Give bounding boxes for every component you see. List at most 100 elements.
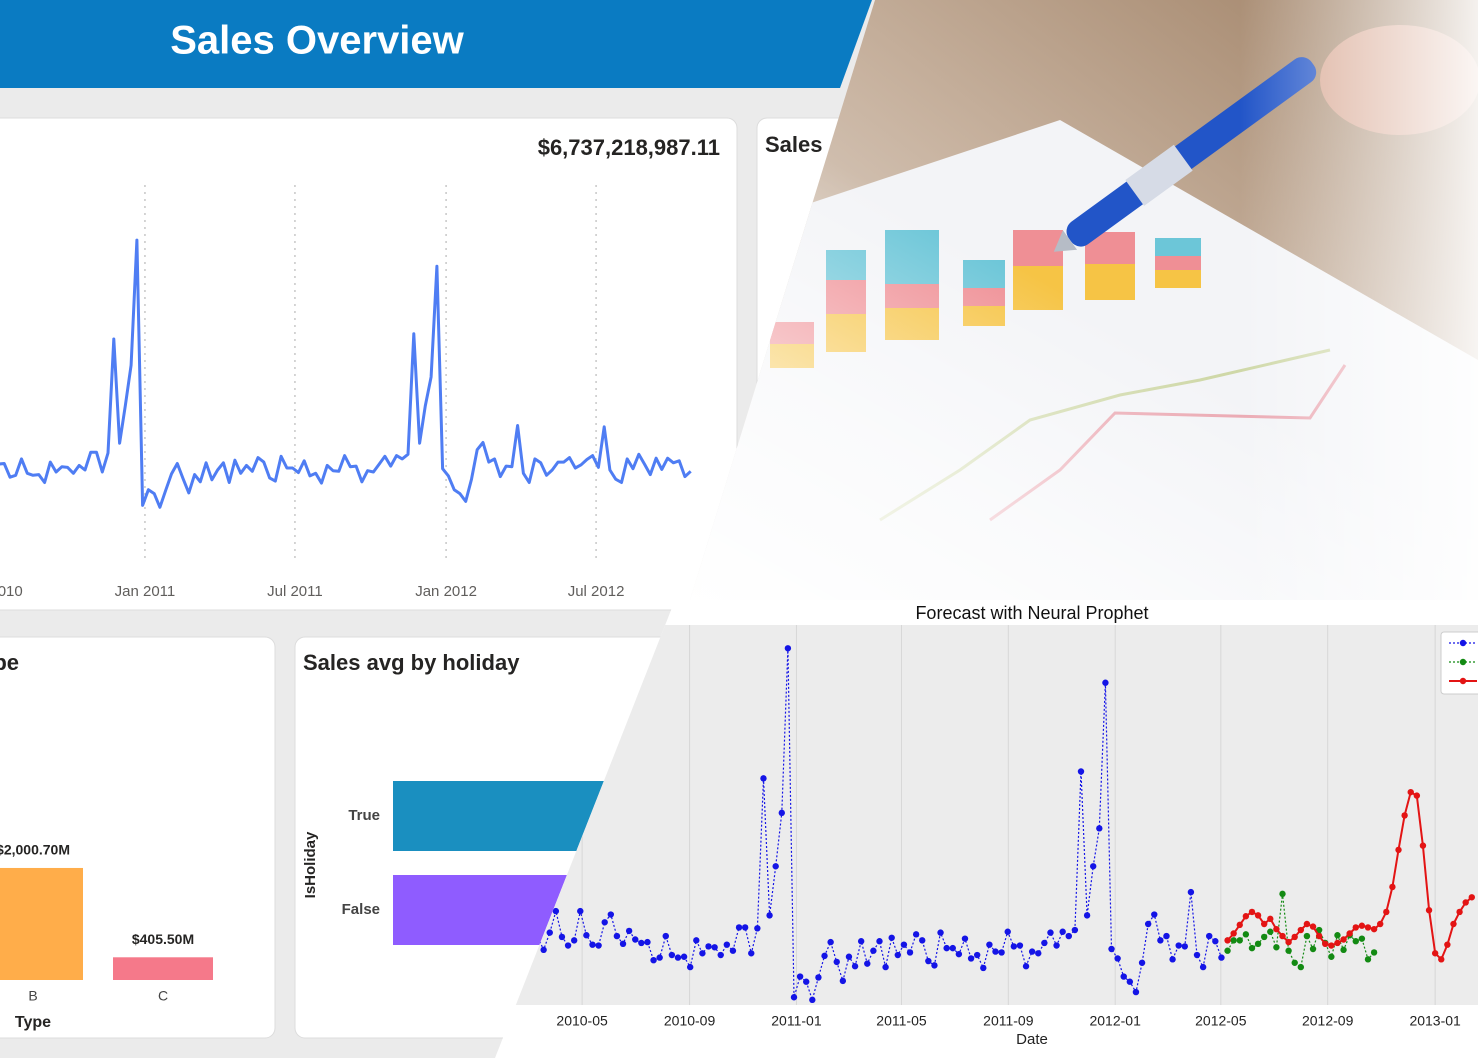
series-marker xyxy=(1090,863,1097,870)
series-marker xyxy=(1285,947,1292,954)
series-marker xyxy=(607,911,615,918)
series-marker xyxy=(564,942,572,949)
series-marker xyxy=(1468,894,1475,901)
series-marker xyxy=(583,932,590,939)
legend-swatch xyxy=(1459,677,1467,685)
series-marker xyxy=(1370,925,1378,933)
series-marker xyxy=(827,938,834,946)
series-marker xyxy=(1108,945,1115,953)
series-marker xyxy=(1297,963,1305,971)
series-marker xyxy=(1340,936,1347,943)
series-marker xyxy=(766,912,773,919)
series-marker xyxy=(894,951,902,959)
series-marker xyxy=(1267,928,1274,935)
x-tick-label: 2011-09 xyxy=(983,1013,1034,1029)
series-marker xyxy=(1407,788,1414,796)
series-marker xyxy=(1279,932,1286,940)
series-marker xyxy=(931,962,938,969)
series-marker xyxy=(754,925,761,932)
data-label: $2,000.70M xyxy=(0,842,70,858)
series-line xyxy=(0,238,692,509)
series-marker xyxy=(1267,915,1274,923)
series-marker xyxy=(1193,951,1201,959)
header-band xyxy=(0,0,872,88)
x-axis-label: Date xyxy=(1016,1031,1048,1048)
x-axis-label: Type xyxy=(15,1014,51,1031)
x-tick-label: 2010-05 xyxy=(556,1013,608,1029)
series-marker xyxy=(1071,926,1079,934)
series-marker xyxy=(1151,911,1158,918)
series-marker xyxy=(1395,846,1402,854)
series-marker xyxy=(1431,950,1439,957)
series-marker xyxy=(668,951,676,959)
series-marker xyxy=(870,947,877,954)
series-marker xyxy=(1352,924,1359,931)
data-label: $405.50M xyxy=(132,931,194,947)
series-marker xyxy=(796,973,804,980)
series-marker xyxy=(601,919,608,926)
x-tick-label: Jan 2011 xyxy=(115,583,176,600)
series-marker xyxy=(1260,920,1268,928)
series-marker xyxy=(644,938,651,946)
series-marker xyxy=(998,949,1005,956)
sales-line-chart: $6,737,218,987.11 Jul 2010 Jan 2011 Jul 201… xyxy=(0,135,720,600)
series-marker xyxy=(729,947,737,954)
series-marker xyxy=(1077,768,1085,775)
series-marker xyxy=(1358,935,1366,942)
series-marker xyxy=(540,946,547,954)
series-marker xyxy=(1279,890,1286,898)
series-marker xyxy=(1328,942,1335,949)
series-marker xyxy=(1322,940,1329,948)
series-marker xyxy=(1218,954,1225,961)
series-marker xyxy=(961,935,969,942)
series-marker xyxy=(748,950,755,957)
series-marker xyxy=(589,941,596,948)
series-marker xyxy=(717,951,724,959)
series-marker xyxy=(558,933,566,941)
series-marker xyxy=(613,932,621,940)
series-marker xyxy=(1315,926,1323,934)
series-marker xyxy=(839,977,847,985)
series-marker xyxy=(925,957,932,965)
series-marker xyxy=(919,937,926,944)
series-marker xyxy=(1126,978,1134,985)
series-marker xyxy=(1236,921,1243,929)
series-marker xyxy=(1328,953,1335,960)
series-marker xyxy=(772,863,779,870)
series-marker xyxy=(1358,922,1366,929)
series-marker xyxy=(888,934,895,941)
series-marker xyxy=(656,954,663,961)
series-marker xyxy=(1047,929,1054,936)
series-marker xyxy=(955,950,963,958)
legend-swatch xyxy=(1459,658,1467,666)
plot-layer xyxy=(0,185,692,560)
series-marker xyxy=(1053,942,1060,949)
series-marker xyxy=(1309,923,1317,930)
series-marker xyxy=(1022,963,1030,970)
series-marker xyxy=(937,929,944,936)
series-marker xyxy=(1132,988,1140,996)
series-marker xyxy=(1028,948,1036,955)
total-value: $6,737,218,987.11 xyxy=(538,135,720,160)
series-marker xyxy=(857,938,865,945)
series-marker xyxy=(1309,945,1317,953)
series-marker xyxy=(1102,679,1109,686)
series-marker xyxy=(1236,937,1243,944)
series-marker xyxy=(943,944,950,952)
series-marker xyxy=(1175,942,1182,949)
series-marker xyxy=(1419,842,1427,849)
series-marker xyxy=(821,952,828,960)
series-marker xyxy=(1224,937,1231,944)
series-marker xyxy=(1181,943,1189,950)
series-marker xyxy=(912,931,920,938)
bar xyxy=(113,957,213,980)
series-marker xyxy=(1059,928,1066,935)
series-marker xyxy=(1364,956,1372,963)
card xyxy=(0,117,738,611)
series-marker xyxy=(973,951,981,959)
series-marker xyxy=(815,974,822,981)
series-marker xyxy=(1248,944,1256,952)
series-marker xyxy=(1199,963,1207,971)
